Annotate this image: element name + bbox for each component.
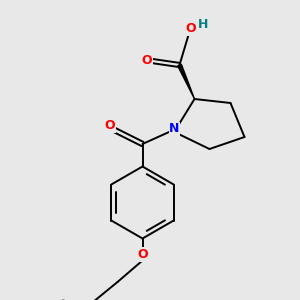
Text: O: O xyxy=(142,53,152,67)
Text: N: N xyxy=(169,122,180,136)
Polygon shape xyxy=(178,64,194,99)
Text: O: O xyxy=(137,248,148,261)
Text: O: O xyxy=(105,119,115,132)
Text: O: O xyxy=(186,22,196,35)
Text: H: H xyxy=(198,17,209,31)
